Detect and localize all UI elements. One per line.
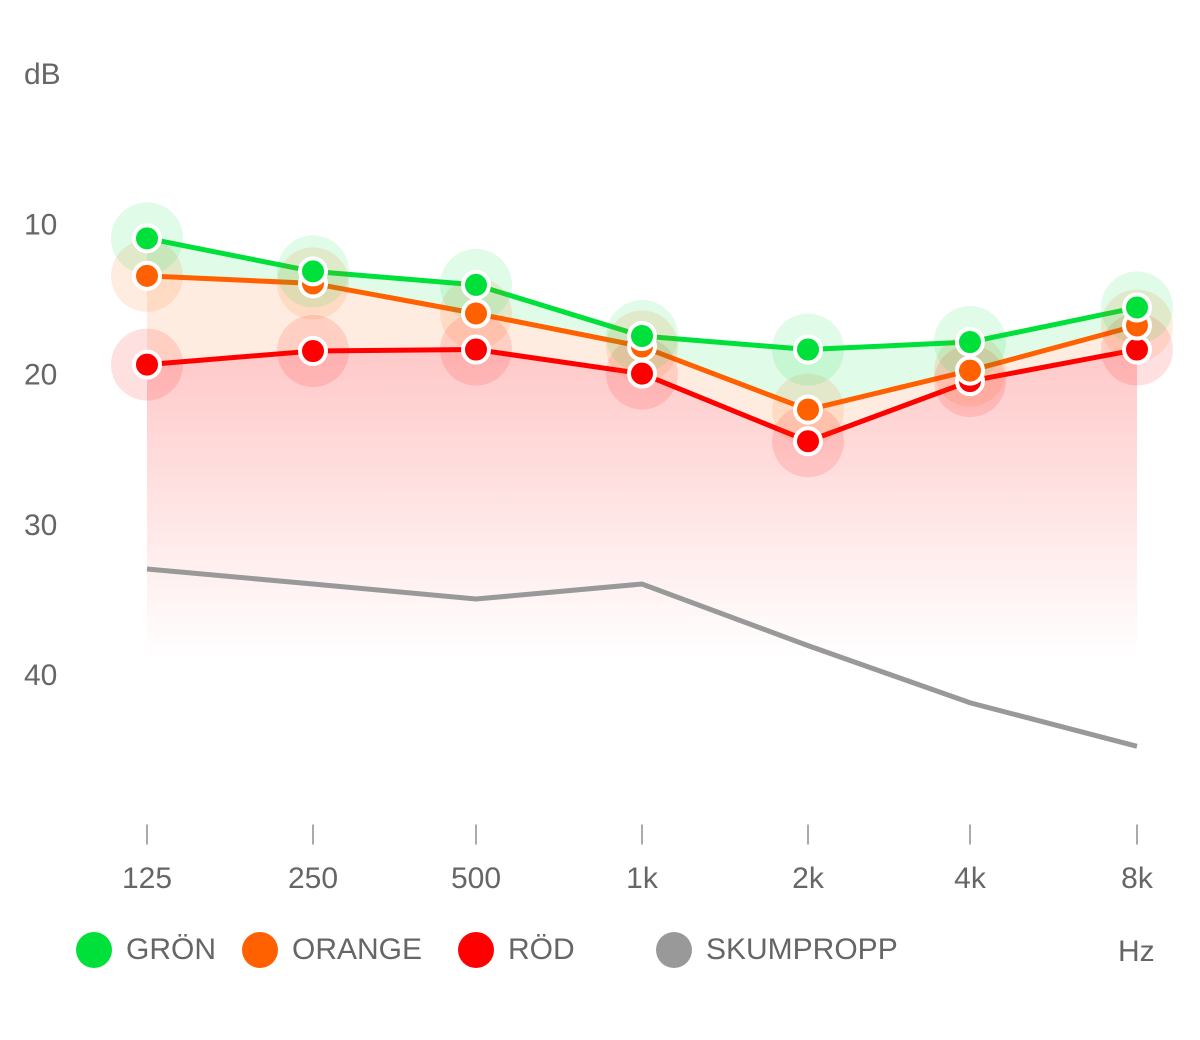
data-point-grön [627, 321, 657, 352]
y-tick-label: 40 [24, 659, 57, 692]
data-point-orange [793, 394, 823, 425]
y-tick-label: 30 [24, 509, 57, 542]
data-point-grön [955, 327, 985, 358]
data-point-grön [461, 269, 491, 300]
area-gron [147, 238, 1137, 410]
x-tick-label: 8k [1121, 862, 1154, 895]
x-tick-label: 1k [626, 862, 659, 895]
legend-marker [656, 932, 692, 968]
legend-item-skumpropp[interactable]: SKUMPROPP [656, 932, 898, 968]
data-point-röd [298, 336, 328, 367]
data-point-orange [461, 298, 491, 329]
legend-label: ORANGE [292, 933, 423, 966]
legend-marker [76, 932, 112, 968]
x-tick-label: 250 [288, 862, 338, 895]
legend-item-rod[interactable]: RÖD [458, 932, 575, 968]
data-point-röd [793, 426, 823, 457]
legend: GRÖN ORANGE RÖD SKUMPROPP [0, 932, 1200, 976]
y-tick-label: 20 [24, 359, 57, 392]
data-point-grön [298, 256, 328, 287]
data-point-röd [461, 334, 491, 365]
legend-label: GRÖN [126, 933, 216, 966]
x-tick-label: 2k [792, 862, 825, 895]
x-tick-label: 125 [122, 862, 172, 895]
x-axis-unit: Hz [1118, 935, 1155, 968]
data-point-grön [132, 223, 162, 254]
legend-item-orange[interactable]: ORANGE [242, 932, 422, 968]
x-tick-label: 4k [954, 862, 987, 895]
legend-item-gron[interactable]: GRÖN [76, 932, 216, 968]
data-point-röd [132, 349, 162, 380]
data-point-grön [793, 334, 823, 365]
hearing-chart: dB 10 20 30 40 125 250 500 1k 2k 4k 8k [24, 58, 1173, 895]
line-skumpropp [146, 566, 1138, 749]
x-tick-label: 500 [451, 862, 501, 895]
legend-label: RÖD [508, 933, 575, 966]
legend-marker [458, 932, 494, 968]
data-point-grön [1122, 292, 1152, 323]
legend-label: SKUMPROPP [706, 933, 898, 966]
y-axis-label: dB [24, 58, 61, 91]
data-point-orange [132, 260, 162, 291]
y-tick-label: 10 [24, 208, 57, 241]
data-point-orange [955, 355, 985, 386]
legend-marker [242, 932, 278, 968]
data-point-röd [627, 358, 657, 389]
